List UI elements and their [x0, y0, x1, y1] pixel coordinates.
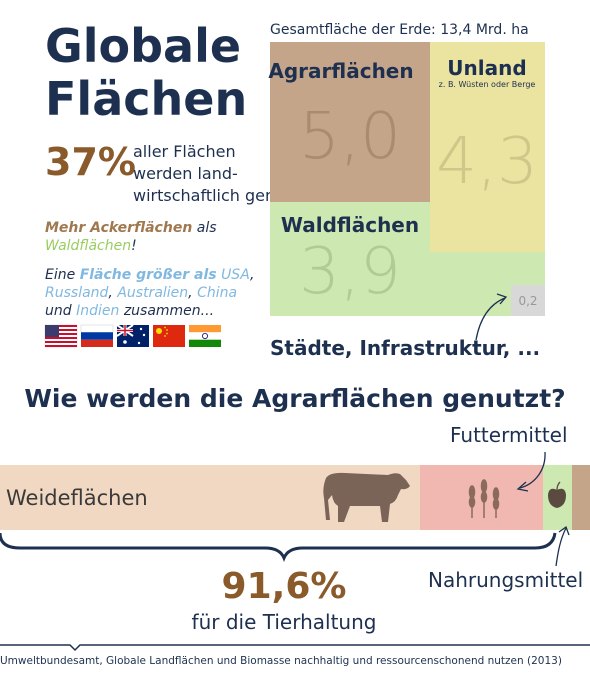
- stat-text: werden land-: [133, 164, 238, 183]
- note-part: Fläche größer als: [80, 267, 217, 283]
- note-part: Mehr Ackerflächen: [45, 220, 192, 236]
- segment-other: [572, 465, 590, 530]
- title-line: Globale: [45, 19, 241, 73]
- note-part: !: [131, 238, 137, 254]
- arrow-head: [516, 481, 529, 492]
- block-annotation: Städte, Infrastruktur, ...: [270, 336, 540, 360]
- segment-annotation: Nahrungsmittel: [428, 568, 583, 592]
- icon-wheat: [468, 479, 500, 518]
- note-part: Eine: [45, 267, 75, 283]
- segment-annotation: Futtermittel: [450, 423, 568, 447]
- block-value: 4,3: [436, 125, 538, 199]
- block-value: 3,9: [299, 235, 401, 309]
- source: Umweltbundesamt, Globale Landflächen und…: [0, 655, 562, 667]
- block-label: Unland: [447, 56, 526, 80]
- treemap-caption: Gesamtfläche der Erde: 13,4 Mrd. ha: [270, 22, 529, 38]
- brace: [0, 532, 557, 563]
- note: Waldflächen!: [45, 238, 137, 254]
- note-part: ,: [188, 285, 192, 301]
- block-agriculture: [270, 42, 430, 202]
- note-part: Australien: [116, 285, 188, 301]
- stat-value: 37%: [45, 140, 136, 184]
- segment-label: Weideflächen: [6, 486, 148, 510]
- block-wasteland: [430, 42, 545, 252]
- note: Russland, Australien, China: [45, 285, 237, 301]
- note: Mehr Ackerflächen als: [45, 220, 217, 236]
- share-label: für die Tierhaltung: [192, 610, 377, 634]
- note-part: zusammen...: [123, 303, 214, 319]
- flag-usa: [44, 324, 78, 348]
- arrow: [519, 451, 546, 489]
- divider: [0, 644, 590, 652]
- block-value: 0,2: [518, 294, 537, 308]
- share-value: 91,6%: [222, 566, 347, 607]
- note-part: China: [197, 285, 237, 301]
- note-part: ,: [250, 267, 254, 283]
- block-value: 5,0: [299, 100, 401, 174]
- note-part: als: [197, 220, 217, 236]
- arrow-head: [558, 525, 570, 536]
- icon-apple: [548, 481, 566, 508]
- note-part: und: [45, 303, 72, 319]
- flag-russia: [80, 324, 114, 347]
- icon-cow: [323, 472, 410, 522]
- section-title: Wie werden die Agrarflächen genutzt?: [24, 384, 565, 413]
- flag-china: [153, 325, 185, 347]
- note: Eine Fläche größer als USA,: [45, 267, 255, 283]
- arrow: [555, 527, 567, 567]
- stat-text: aller Flächen: [133, 142, 236, 161]
- note-part: ,: [108, 285, 112, 301]
- flag-australia: [116, 324, 149, 347]
- block-label: Agrarflächen: [268, 59, 413, 83]
- note-part: Russland: [45, 285, 109, 301]
- note: und Indien zusammen...: [45, 303, 214, 319]
- arrow-head: [496, 293, 508, 305]
- block-sublabel: z. B. Wüsten oder Berge: [439, 80, 536, 89]
- note-part: Indien: [76, 303, 119, 319]
- note-part: USA: [221, 267, 250, 283]
- block-label: Waldflächen: [281, 213, 419, 237]
- arrow: [475, 297, 506, 341]
- flag-india: [189, 325, 221, 347]
- stat-text: wirtschaftlich genutzt: [133, 186, 306, 205]
- title-line: Flächen: [45, 72, 247, 126]
- note-part: Waldflächen: [45, 238, 131, 254]
- block-urban: [511, 285, 545, 316]
